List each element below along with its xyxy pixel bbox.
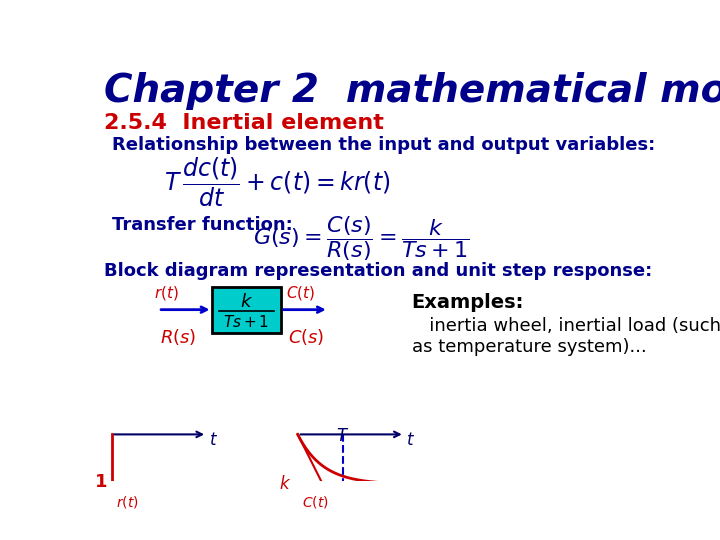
Text: $G(s) = \dfrac{C(s)}{R(s)} = \dfrac{k}{Ts+1}$: $G(s) = \dfrac{C(s)}{R(s)} = \dfrac{k}{T… [253, 214, 469, 263]
Text: Relationship between the input and output variables:: Relationship between the input and outpu… [112, 136, 655, 154]
Text: $T\,\dfrac{dc(t)}{dt} + c(t) = kr(t)$: $T\,\dfrac{dc(t)}{dt} + c(t) = kr(t)$ [163, 156, 390, 209]
Text: $t$: $t$ [209, 430, 217, 449]
Text: $C(s)$: $C(s)$ [287, 327, 324, 347]
Text: $k$: $k$ [279, 475, 292, 494]
Text: $C(t)$: $C(t)$ [286, 284, 315, 302]
Text: 2.5.4  Inertial element: 2.5.4 Inertial element [104, 112, 384, 132]
Text: $R(s)$: $R(s)$ [160, 327, 196, 347]
Text: Examples:: Examples: [412, 293, 524, 312]
Text: inertia wheel, inertial load (such
as temperature system)...: inertia wheel, inertial load (such as te… [412, 318, 720, 356]
Bar [212, 287, 281, 333]
Text: $t$: $t$ [406, 430, 415, 449]
Text: Transfer function:: Transfer function: [112, 215, 292, 234]
Text: $r(t)$: $r(t)$ [153, 284, 179, 302]
Text: $T$: $T$ [336, 427, 349, 445]
Text: $C(t)$: $C(t)$ [302, 494, 328, 510]
Text: $r(t)$: $r(t)$ [116, 494, 138, 510]
Text: $Ts+1$: $Ts+1$ [223, 314, 270, 330]
Text: Block diagram representation and unit step response:: Block diagram representation and unit st… [104, 262, 652, 280]
Text: Chapter 2  mathematical models of systems: Chapter 2 mathematical models of systems [104, 72, 720, 111]
Text: 1: 1 [94, 473, 107, 491]
Text: $k$: $k$ [240, 293, 253, 311]
